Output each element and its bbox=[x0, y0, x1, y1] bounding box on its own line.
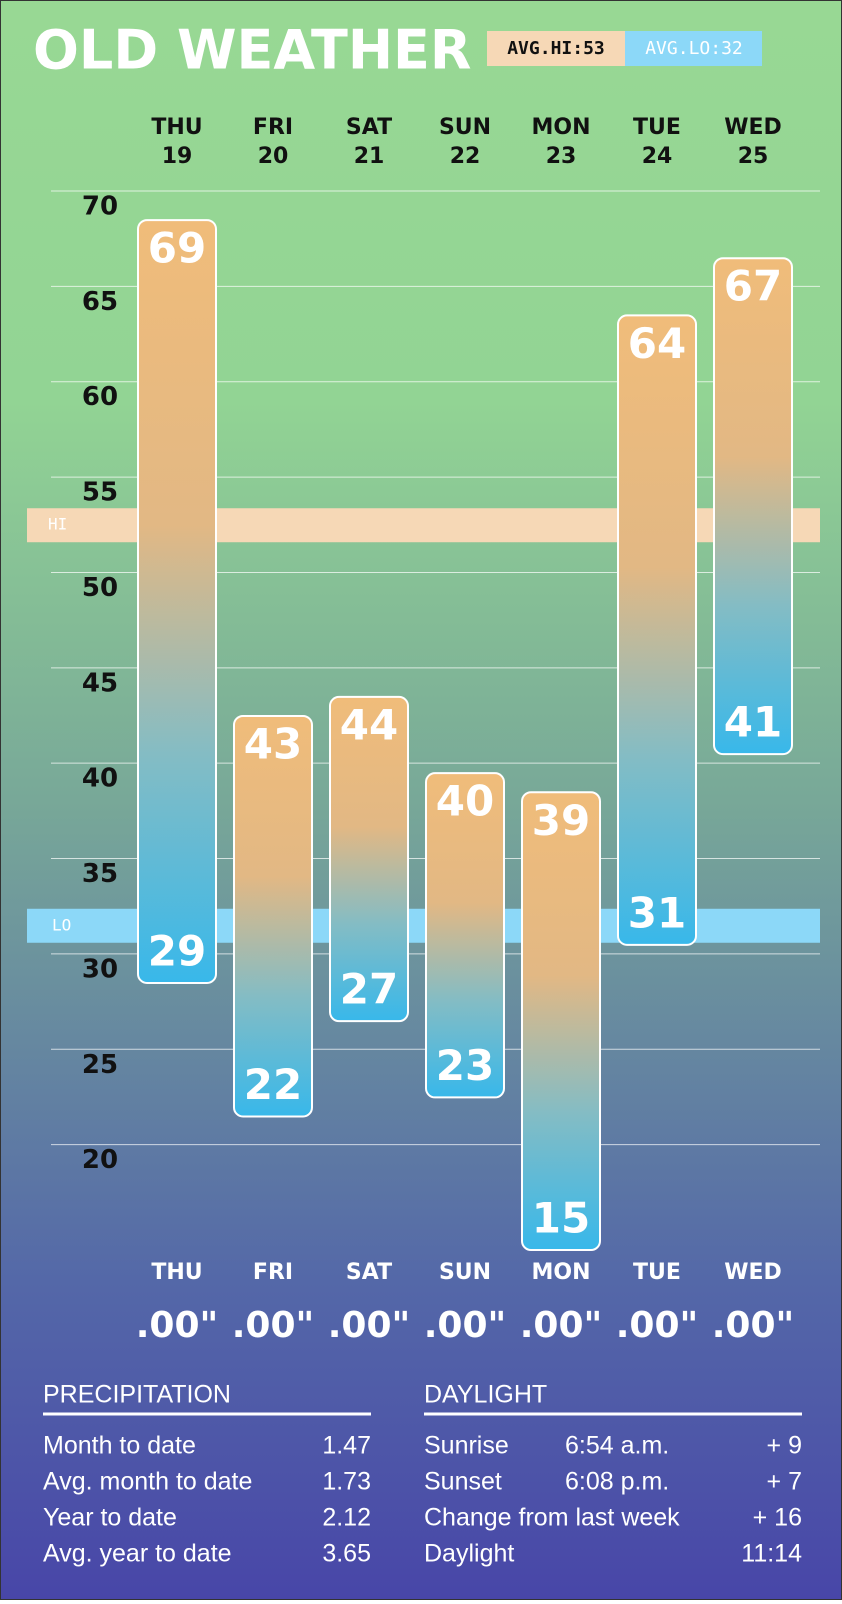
chart-title: OLD WEATHER bbox=[33, 19, 472, 82]
date-header: 22 bbox=[450, 144, 481, 169]
precip-title: PRECIPITATION bbox=[43, 1381, 231, 1409]
high-label: 39 bbox=[532, 796, 590, 845]
day-header: SAT bbox=[346, 115, 392, 140]
day-footer: FRI bbox=[253, 1260, 293, 1285]
precip-row-label: Month to date bbox=[43, 1432, 196, 1460]
low-label: 27 bbox=[340, 965, 398, 1014]
day-footer: WED bbox=[724, 1260, 782, 1285]
precip-row-label: Avg. month to date bbox=[43, 1468, 252, 1496]
y-tick-label: 30 bbox=[82, 954, 118, 984]
high-label: 43 bbox=[244, 719, 302, 768]
low-label: 29 bbox=[148, 926, 206, 975]
high-label: 44 bbox=[340, 700, 398, 749]
precip-row-value: 1.47 bbox=[322, 1432, 371, 1460]
high-label: 64 bbox=[628, 319, 686, 368]
date-header: 19 bbox=[162, 144, 193, 169]
precip-label: .00" bbox=[232, 1305, 315, 1346]
reference-label: HI bbox=[48, 515, 67, 534]
y-tick-label: 55 bbox=[82, 478, 118, 508]
low-label: 22 bbox=[244, 1060, 302, 1109]
y-tick-label: 25 bbox=[82, 1050, 118, 1080]
y-tick-label: 50 bbox=[82, 573, 118, 603]
day-footer: MON bbox=[531, 1260, 590, 1285]
y-tick-label: 45 bbox=[82, 668, 118, 698]
avg-lo-text: AVG.LO:32 bbox=[645, 38, 743, 59]
y-tick-label: 65 bbox=[82, 287, 118, 317]
day-header: THU bbox=[151, 115, 202, 140]
y-tick-label: 20 bbox=[82, 1145, 118, 1175]
temp-bar bbox=[425, 772, 505, 1099]
temp-bar bbox=[617, 314, 697, 946]
precip-label: .00" bbox=[328, 1305, 411, 1346]
precip-row-value: 3.65 bbox=[322, 1540, 371, 1568]
high-label: 69 bbox=[148, 224, 206, 273]
low-label: 41 bbox=[724, 698, 782, 747]
y-tick-label: 70 bbox=[82, 192, 118, 222]
daylight-row-label: Daylight bbox=[424, 1540, 514, 1568]
temp-bar bbox=[329, 695, 409, 1023]
day-header: WED bbox=[724, 115, 782, 140]
day-footer: SAT bbox=[346, 1260, 392, 1285]
daylight-row-change: + 9 bbox=[767, 1432, 802, 1460]
precip-row-value: 1.73 bbox=[322, 1468, 371, 1496]
precip-label: .00" bbox=[712, 1305, 795, 1346]
day-header: SUN bbox=[439, 115, 491, 140]
day-footer: THU bbox=[151, 1260, 202, 1285]
high-label: 67 bbox=[724, 262, 782, 311]
precip-label: .00" bbox=[424, 1305, 507, 1346]
temp-bar bbox=[713, 257, 793, 756]
low-label: 15 bbox=[532, 1194, 590, 1243]
daylight-row-change: + 16 bbox=[753, 1504, 802, 1532]
y-tick-label: 40 bbox=[82, 764, 118, 794]
day-footer: SUN bbox=[439, 1260, 491, 1285]
y-tick-label: 35 bbox=[82, 859, 118, 889]
precip-label: .00" bbox=[616, 1305, 699, 1346]
daylight-row-change: + 7 bbox=[767, 1468, 802, 1496]
date-header: 25 bbox=[738, 144, 769, 169]
temp-bar bbox=[233, 714, 313, 1118]
reference-label: LO bbox=[52, 915, 71, 934]
date-header: 21 bbox=[354, 144, 385, 169]
avg-lo-badge bbox=[625, 31, 762, 66]
date-header: 24 bbox=[642, 144, 673, 169]
daylight-row-label: Change from last week bbox=[424, 1504, 680, 1532]
day-header: FRI bbox=[253, 115, 293, 140]
precip-row-value: 2.12 bbox=[322, 1504, 371, 1532]
y-tick-label: 60 bbox=[82, 382, 118, 412]
low-label: 31 bbox=[628, 888, 686, 937]
precip-row-label: Year to date bbox=[43, 1504, 177, 1532]
precip-label: .00" bbox=[136, 1305, 219, 1346]
daylight-row-time: 6:54 a.m. bbox=[565, 1432, 669, 1460]
day-header: MON bbox=[531, 115, 590, 140]
day-header: TUE bbox=[633, 115, 681, 140]
temp-bar bbox=[521, 791, 601, 1251]
avg-hi-badge bbox=[487, 31, 625, 66]
day-footer: TUE bbox=[633, 1260, 681, 1285]
daylight-row-label: Sunset bbox=[424, 1468, 502, 1496]
daylight-title: DAYLIGHT bbox=[424, 1381, 547, 1409]
precip-row-label: Avg. year to date bbox=[43, 1540, 232, 1568]
daylight-row-label: Sunrise bbox=[424, 1432, 509, 1460]
daylight-row-change: 11:14 bbox=[741, 1540, 802, 1568]
temp-bar bbox=[137, 219, 217, 984]
date-header: 23 bbox=[546, 144, 577, 169]
date-header: 20 bbox=[258, 144, 289, 169]
high-label: 40 bbox=[436, 777, 494, 826]
daylight-row-time: 6:08 p.m. bbox=[565, 1468, 669, 1496]
precip-label: .00" bbox=[520, 1305, 603, 1346]
low-label: 23 bbox=[436, 1041, 494, 1090]
avg-hi-text: AVG.HI:53 bbox=[507, 38, 605, 59]
